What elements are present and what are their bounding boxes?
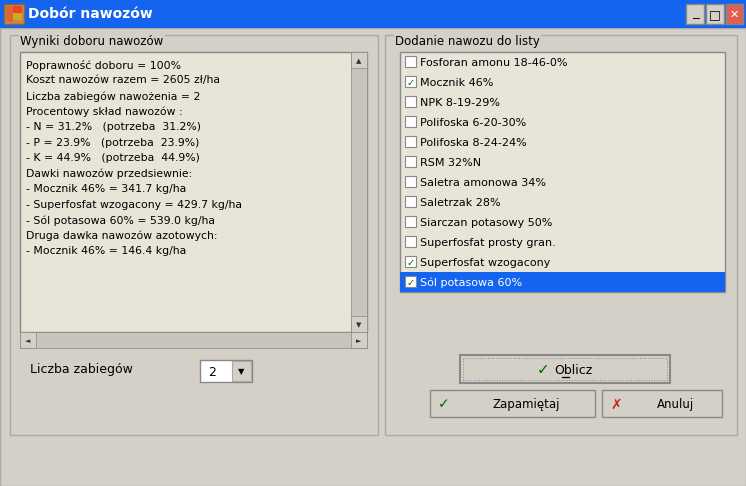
Bar — [405, 156, 416, 168]
Text: ✓: ✓ — [438, 398, 450, 412]
Bar — [351, 316, 367, 332]
Bar — [0, 0, 746, 28]
Text: Zapamiętaj: Zapamiętaj — [493, 398, 560, 411]
Bar — [6, 13, 22, 20]
Text: Siarczan potasowy 50%: Siarczan potasowy 50% — [420, 218, 552, 228]
Bar — [200, 360, 252, 382]
Bar — [405, 257, 416, 267]
Bar — [686, 4, 704, 24]
Text: ▲: ▲ — [357, 58, 362, 64]
Bar — [405, 196, 416, 208]
Text: Dobór nawozów: Dobór nawozów — [28, 7, 153, 21]
Bar — [400, 272, 725, 292]
Text: - Mocznik 46% = 341.7 kg/ha: - Mocznik 46% = 341.7 kg/ha — [26, 184, 186, 194]
Bar — [602, 390, 722, 417]
Text: ▼: ▼ — [238, 367, 244, 377]
Text: - K = 44.9%   (potrzeba  44.9%): - K = 44.9% (potrzeba 44.9%) — [26, 153, 200, 163]
Text: Fosforan amonu 18-46-0%: Fosforan amonu 18-46-0% — [420, 58, 568, 68]
Text: ◄: ◄ — [25, 338, 31, 344]
Bar — [6, 6, 13, 22]
Text: - Mocznik 46% = 146.4 kg/ha: - Mocznik 46% = 146.4 kg/ha — [26, 246, 186, 256]
Text: - P = 23.9%   (potrzeba  23.9%): - P = 23.9% (potrzeba 23.9%) — [26, 138, 199, 147]
Text: Polifoska 8-24-24%: Polifoska 8-24-24% — [420, 138, 527, 148]
Bar — [4, 4, 24, 24]
Text: ▼: ▼ — [357, 322, 362, 328]
Text: Sól potasowa 60%: Sól potasowa 60% — [420, 278, 522, 288]
Text: ✗: ✗ — [610, 398, 622, 412]
Bar — [351, 52, 367, 68]
Text: ✓: ✓ — [407, 258, 415, 268]
Text: ✕: ✕ — [730, 10, 739, 20]
Text: ✓: ✓ — [407, 278, 415, 288]
Text: Polifoska 6-20-30%: Polifoska 6-20-30% — [420, 118, 526, 128]
Text: NPK 8-19-29%: NPK 8-19-29% — [420, 98, 500, 108]
Text: Liczba zabiegów: Liczba zabiegów — [30, 364, 133, 377]
Bar — [20, 52, 367, 332]
Bar — [405, 137, 416, 147]
Bar — [405, 56, 416, 68]
Bar — [400, 52, 725, 292]
Bar — [405, 76, 416, 87]
Bar — [405, 97, 416, 107]
Text: Saletrzak 28%: Saletrzak 28% — [420, 198, 501, 208]
Text: Superfosfat wzogacony: Superfosfat wzogacony — [420, 258, 551, 268]
Text: Wyniki doboru nawozów: Wyniki doboru nawozów — [20, 35, 163, 49]
Text: ─: ─ — [692, 13, 698, 23]
Bar — [460, 355, 670, 383]
Bar — [20, 332, 367, 348]
Text: ✓: ✓ — [407, 78, 415, 88]
Bar — [405, 176, 416, 188]
Text: Oblicz: Oblicz — [554, 364, 592, 377]
Text: Saletra amonowa 34%: Saletra amonowa 34% — [420, 178, 546, 188]
Text: - N = 31.2%   (potrzeba  31.2%): - N = 31.2% (potrzeba 31.2%) — [26, 122, 201, 132]
Bar — [405, 117, 416, 127]
Bar — [405, 277, 416, 288]
Text: Dawki nawozów przedsiewnie:: Dawki nawozów przedsiewnie: — [26, 169, 192, 179]
Bar — [726, 4, 743, 24]
Text: Poprawność doboru = 100%: Poprawność doboru = 100% — [26, 60, 181, 71]
Text: Anuluj: Anuluj — [657, 398, 695, 411]
Text: Superfosfat prosty gran.: Superfosfat prosty gran. — [420, 238, 556, 248]
Bar — [405, 216, 416, 227]
Text: 2: 2 — [208, 365, 216, 379]
Bar — [430, 390, 595, 417]
Text: Procentowy skład nawozów :: Procentowy skład nawozów : — [26, 106, 183, 117]
Bar — [706, 4, 724, 24]
Bar — [405, 237, 416, 247]
Text: Dodanie nawozu do listy: Dodanie nawozu do listy — [395, 35, 540, 49]
Text: - Superfosfat wzogacony = 429.7 kg/ha: - Superfosfat wzogacony = 429.7 kg/ha — [26, 199, 242, 209]
Text: - Sól potasowa 60% = 539.0 kg/ha: - Sól potasowa 60% = 539.0 kg/ha — [26, 215, 215, 226]
Text: Liczba zabiegów nawożenia = 2: Liczba zabiegów nawożenia = 2 — [26, 91, 201, 102]
Text: □: □ — [709, 8, 721, 21]
Bar — [10, 35, 378, 435]
Text: ✓: ✓ — [536, 363, 549, 378]
Bar — [232, 361, 251, 381]
Text: RSM 32%N: RSM 32%N — [420, 158, 481, 168]
Bar — [463, 358, 667, 380]
Text: Mocznik 46%: Mocznik 46% — [420, 78, 493, 88]
Bar — [385, 35, 737, 435]
Bar — [6, 6, 22, 13]
Text: Druga dawka nawozów azotowych:: Druga dawka nawozów azotowych: — [26, 230, 218, 241]
Text: ►: ► — [357, 338, 362, 344]
Bar — [351, 52, 367, 332]
Bar — [351, 332, 367, 348]
Text: Koszt nawozów razem = 2605 zł/ha: Koszt nawozów razem = 2605 zł/ha — [26, 75, 220, 86]
Bar — [20, 332, 36, 348]
